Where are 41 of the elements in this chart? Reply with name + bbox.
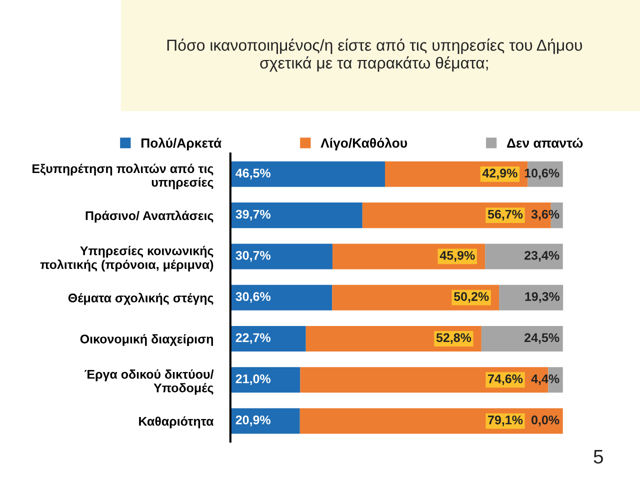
data-label: 46,5% [236,168,270,180]
data-label: 24,5% [524,333,560,344]
y-tick-label: Εξυπηρέτηση πολιτών από τις υπηρεσίες [32,164,214,190]
bar [481,326,563,352]
bar [230,367,300,393]
legend-label: Πολύ/Αρκετά [141,138,222,150]
data-label: 20,9% [236,416,270,426]
y-tick-label: Καθαριότητα [139,416,214,428]
data-label: 56,7% [488,210,523,220]
bar [485,244,563,270]
data-label: 52,8% [436,333,472,344]
bar [230,408,300,434]
data-label: 50,2% [454,292,489,303]
chart-title: Πόσο ικανοποιημένος/η είστε από τις υπηρεσίες του Δήμου σχετικά με τα παρακάτω θέματα; [167,38,582,72]
bar [230,161,385,187]
data-label: 21,0% [236,374,270,386]
data-label: 39,7% [236,210,270,220]
y-tick-label: Οικονομική διαχείριση [80,334,213,346]
data-label: 45,9% [440,250,475,262]
data-label: 23,4% [524,250,560,262]
data-label: 74,6% [488,374,523,386]
text: 5 [594,450,603,464]
data-label: 30,7% [236,250,270,262]
bar [230,284,332,310]
bar [230,326,306,352]
legend-label: Λίγο/Καθόλου [320,138,407,150]
legend-label: Δεν απαντώ [507,138,583,148]
y-tick-label: Πράσινο/ Αναπλάσεις [86,210,214,223]
y-tick-label: Θέματα σχολικής στέγης [68,292,214,305]
data-label: 30,6% [236,292,270,303]
bar [300,408,563,434]
data-label: 22,7% [236,333,270,344]
data-label: 19,3% [525,292,560,303]
data-label: 79,1% [488,416,523,426]
bar [499,284,564,310]
data-label: 42,9% [482,168,518,180]
bar [230,244,332,270]
y-tick-label: Υπηρεσίες κοινωνικής πολιτικής (πρόνοια, μέριμνα) [40,246,214,272]
data-label: 0,0% [532,416,560,426]
bar [230,202,362,228]
y-tick-label: Έργα οδικού δικτύου/ Υποδομές [84,369,214,395]
